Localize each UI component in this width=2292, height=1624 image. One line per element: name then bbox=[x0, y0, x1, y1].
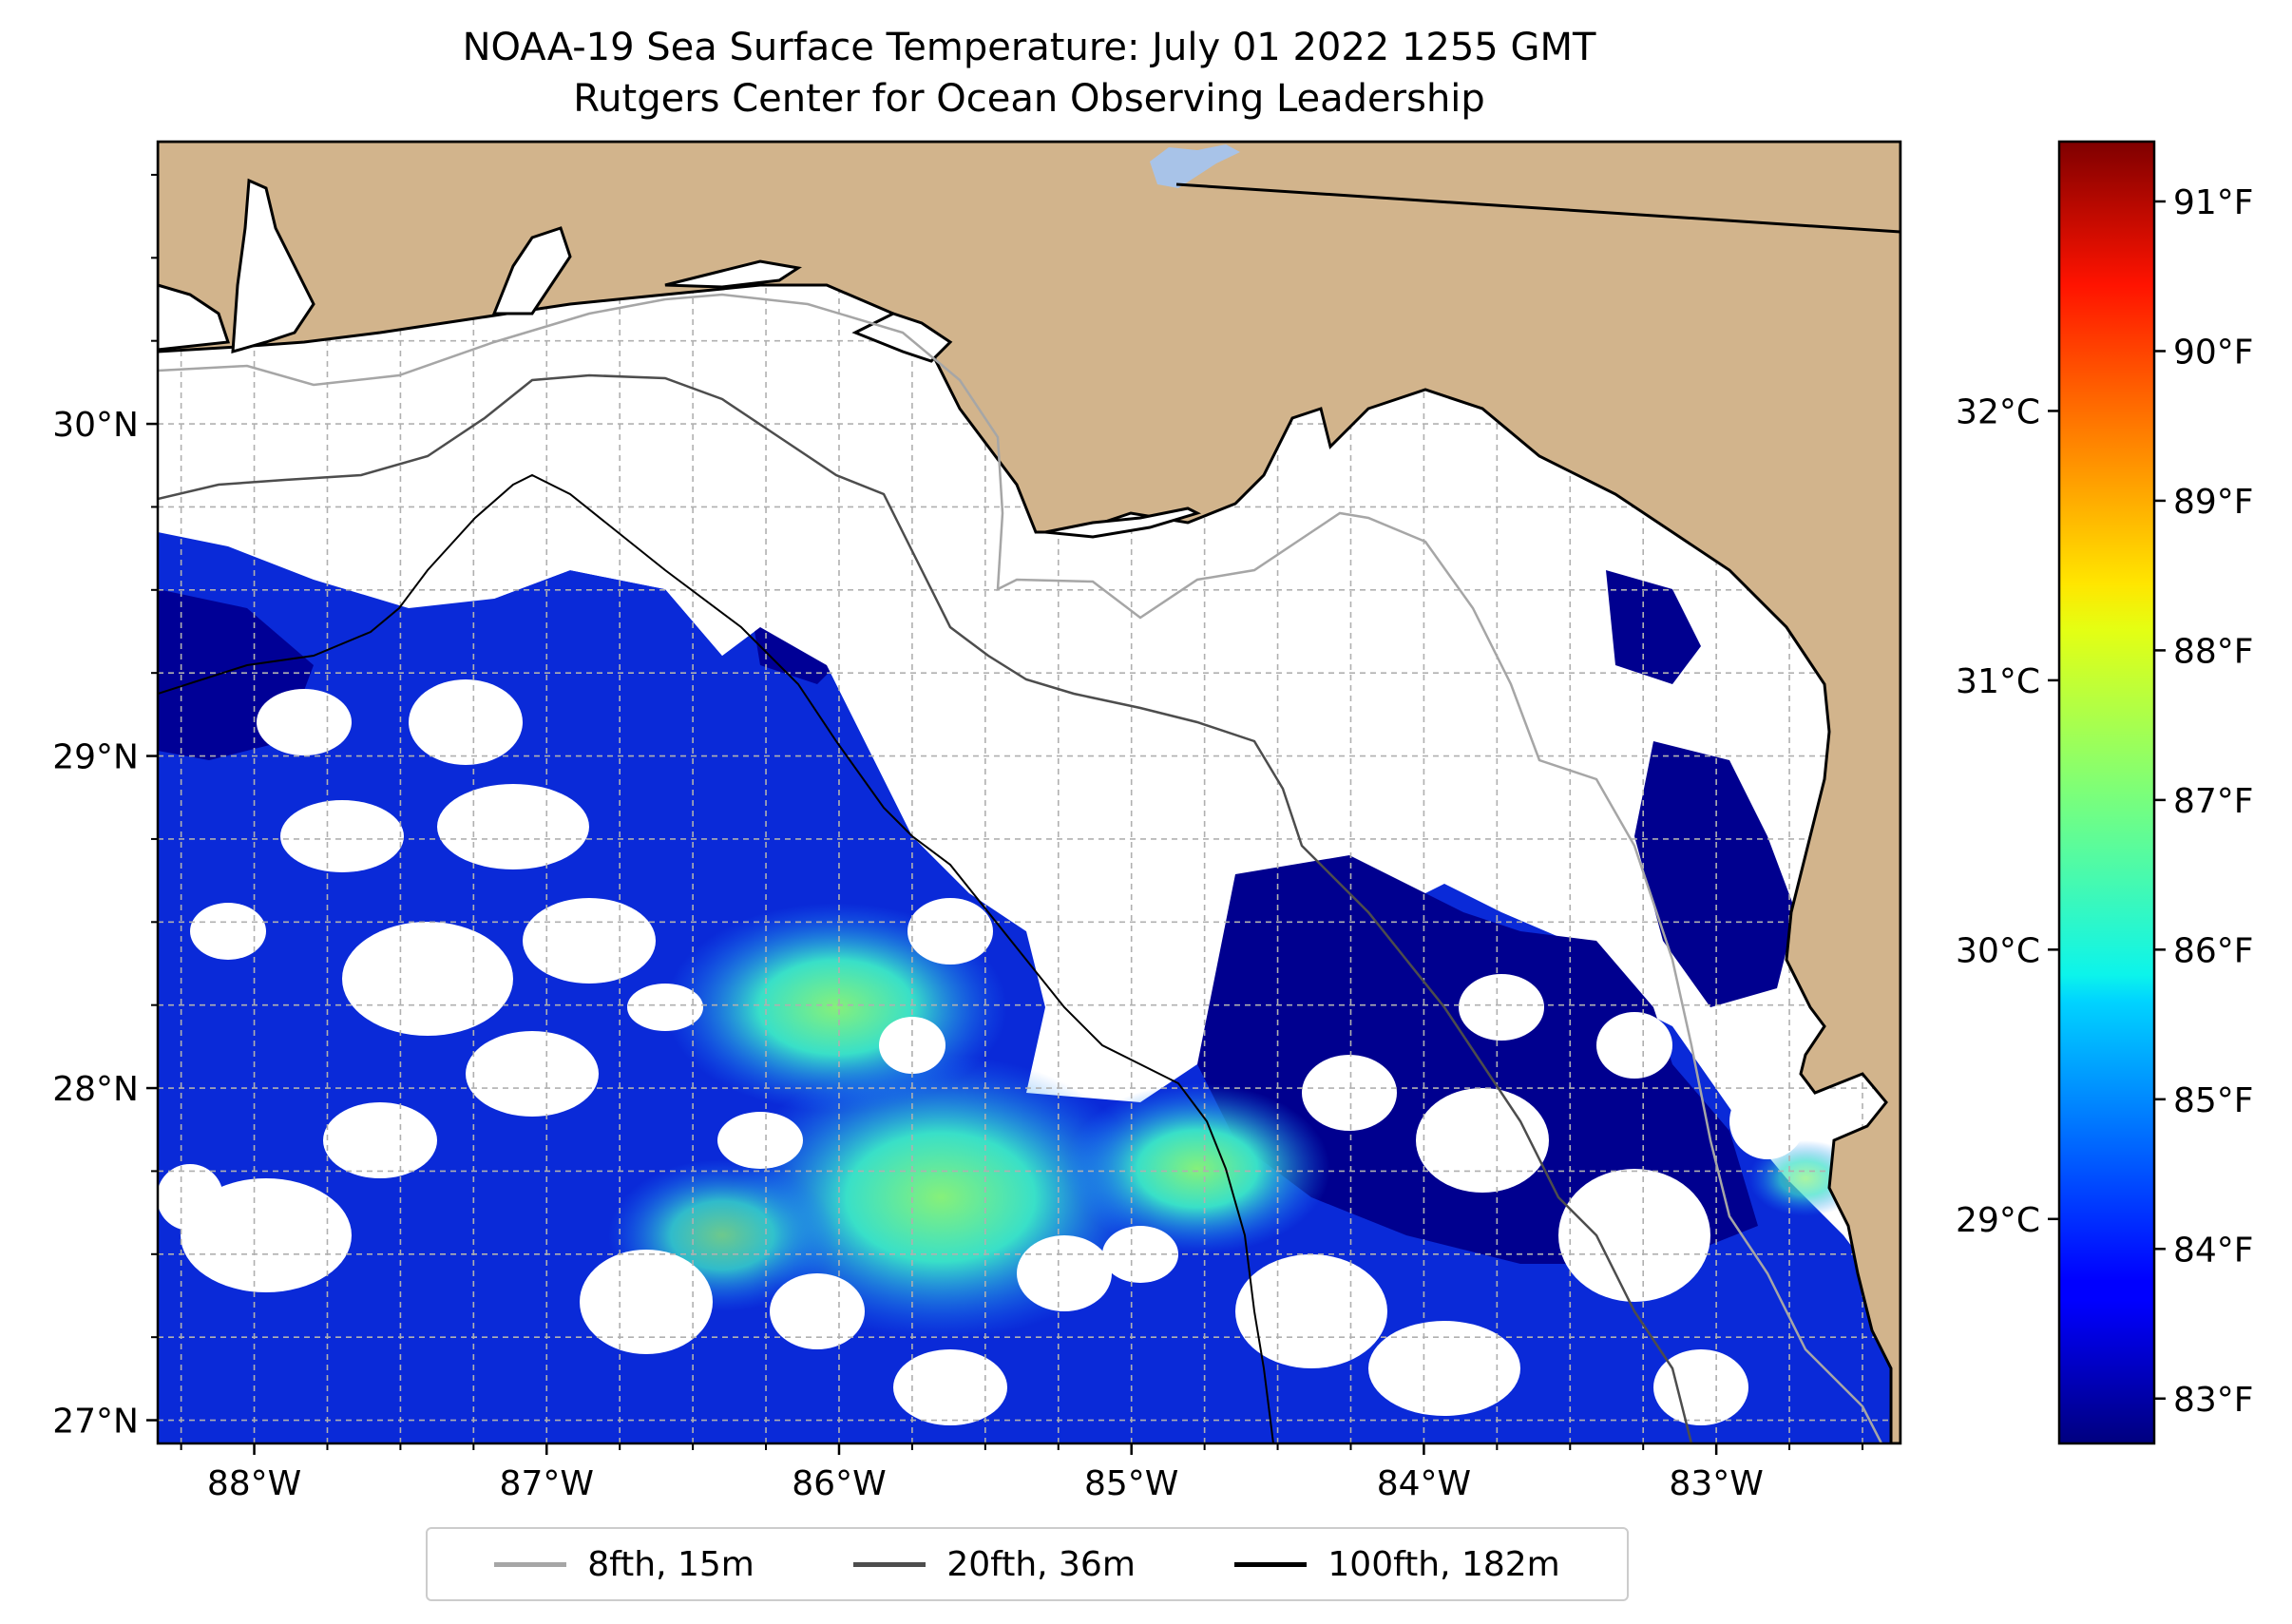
colorbar-f-label: 91°F bbox=[2173, 183, 2254, 222]
colorbar-f-label: 90°F bbox=[2173, 333, 2254, 372]
legend-item-20fth: 20fth, 36m bbox=[853, 1545, 1136, 1584]
lat-tick-label: 29°N bbox=[52, 738, 139, 777]
lon-tick-label: 83°W bbox=[1669, 1464, 1763, 1503]
contour-15m bbox=[158, 293, 1883, 1443]
legend-item-100fth: 100fth, 182m bbox=[1234, 1544, 1560, 1584]
contour-182m bbox=[158, 473, 1274, 1443]
sst-dark-northeast bbox=[1606, 570, 1701, 684]
colorbar-c-label: 29°C bbox=[1956, 1201, 2040, 1240]
lat-tick-label: 27°N bbox=[52, 1403, 139, 1442]
colorbar-f-label: 84°F bbox=[2173, 1231, 2254, 1270]
colorbar-f-label: 88°F bbox=[2173, 632, 2254, 671]
contour-36m bbox=[158, 373, 1693, 1443]
sst-dark-east-2 bbox=[1634, 741, 1796, 1007]
bays bbox=[158, 178, 1202, 539]
map-title: NOAA-19 Sea Surface Temperature: July 01… bbox=[462, 26, 1596, 69]
lon-tick-label: 86°W bbox=[792, 1464, 886, 1503]
state-border bbox=[1175, 182, 1900, 234]
sst-field bbox=[158, 532, 1900, 1443]
colorbar-f-label: 86°F bbox=[2173, 931, 2254, 970]
colorbar-c-label: 31°C bbox=[1956, 662, 2040, 701]
legend-label-20fth: 20fth, 36m bbox=[946, 1544, 1136, 1584]
colorbar-c-label: 30°C bbox=[1956, 931, 2040, 970]
colorbar-ticks: 83°F 84°F 85°F 86°F 87°F 88°F 89°F 90°F 91°F 29°C… bbox=[1956, 183, 2253, 1420]
lon-tick-label: 85°W bbox=[1084, 1464, 1178, 1503]
contour-legend: 8fth, 15m 20fth, 36m 100fth, 182m bbox=[426, 1527, 1629, 1601]
land bbox=[158, 142, 1900, 1443]
lon-tick-label: 84°W bbox=[1377, 1464, 1471, 1503]
map-frame bbox=[156, 140, 1902, 1445]
legend-label-8fth: 8fth, 15m bbox=[587, 1544, 754, 1584]
colorbar-f-label: 87°F bbox=[2173, 782, 2254, 821]
colorbar-f-label: 83°F bbox=[2173, 1381, 2254, 1420]
coastal-no-data bbox=[494, 361, 1368, 931]
colorbar-gradient bbox=[2057, 140, 2156, 1445]
legend-swatch-20fth bbox=[853, 1561, 926, 1567]
lat-tick-label: 28°N bbox=[52, 1070, 139, 1109]
colorbar-c-label: 32°C bbox=[1956, 392, 2040, 431]
lake bbox=[1150, 144, 1240, 188]
colorbar-f-label: 89°F bbox=[2173, 483, 2254, 522]
sst-dark-east bbox=[1197, 855, 1758, 1264]
colorbar-f-label: 85°F bbox=[2173, 1081, 2254, 1120]
legend-swatch-8fth bbox=[494, 1561, 567, 1567]
map-subtitle: Rutgers Center for Ocean Observing Leade… bbox=[573, 77, 1485, 121]
legend-label-100fth: 100fth, 182m bbox=[1327, 1544, 1560, 1584]
legend-item-8fth: 8fth, 15m bbox=[494, 1545, 754, 1584]
lon-tick-label: 88°W bbox=[207, 1464, 301, 1503]
cloud-patches bbox=[158, 679, 1805, 1425]
map-ticks: 88°W 87°W 86°W 85°W 84°W 83°W 30°N 29°N 28°N 27°N bbox=[52, 173, 1863, 1503]
lat-tick-label: 30°N bbox=[52, 406, 139, 445]
lon-tick-label: 87°W bbox=[500, 1464, 594, 1503]
legend-swatch-100fth bbox=[1234, 1561, 1308, 1567]
